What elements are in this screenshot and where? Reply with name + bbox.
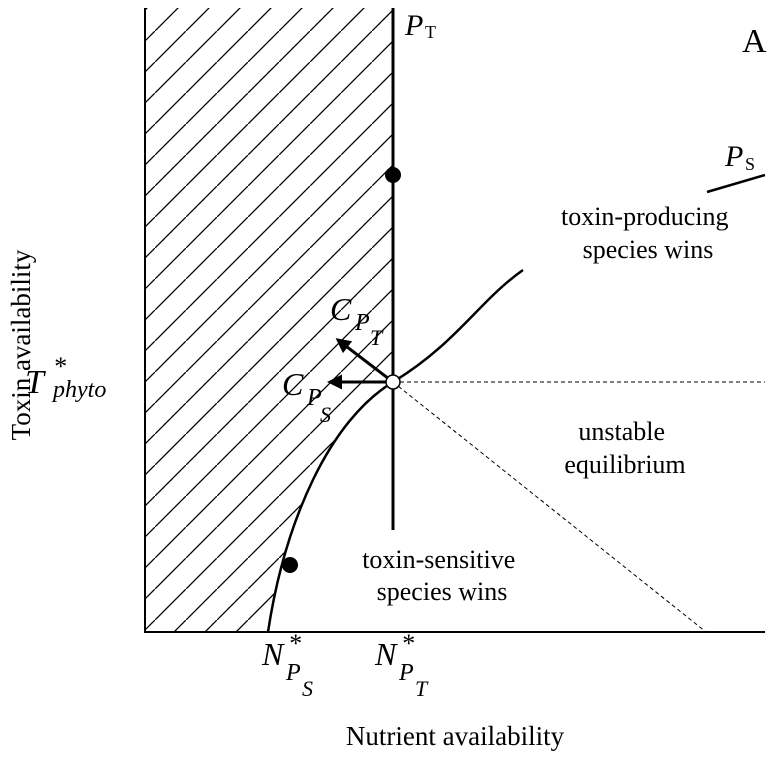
sub: phyto (51, 377, 106, 403)
equilibrium-point (385, 374, 401, 390)
ps-legend-line (706, 173, 766, 194)
subsub: S (302, 676, 313, 701)
subsub: T (415, 676, 429, 701)
subsub: T (370, 325, 384, 350)
base: P (724, 140, 743, 173)
base: P (404, 9, 423, 42)
y-mark: T * phyto (25, 352, 106, 403)
line: toxin-producing (561, 202, 729, 231)
sup: * (53, 352, 66, 381)
curve-label: PT (404, 9, 436, 42)
sub: S (745, 154, 755, 174)
region-label: toxin-producing species wins (561, 202, 735, 264)
region-label: toxin-sensitive species wins (362, 545, 522, 606)
ps-isocline (266, 268, 524, 633)
line: species wins (583, 235, 714, 264)
base: T (25, 364, 46, 401)
point (385, 167, 401, 183)
panel-label: A (742, 23, 767, 60)
dashed-line (392, 381, 707, 633)
y-axis-label: Toxin availability (6, 249, 36, 440)
base: C (282, 366, 304, 402)
line: toxin-sensitive (362, 545, 515, 574)
line: unstable (578, 417, 665, 446)
point (282, 557, 298, 573)
arrow (335, 338, 394, 384)
sub: P (306, 385, 322, 411)
sub: T (425, 22, 436, 42)
sub: P (398, 660, 414, 686)
x-mark: N * PS (261, 629, 313, 701)
region-label: unstable equilibrium (564, 417, 685, 479)
base: C (330, 291, 352, 327)
base: N (374, 636, 398, 672)
subsub: S (320, 402, 331, 427)
sub: P (285, 660, 301, 686)
line: species wins (377, 577, 508, 606)
base: N (261, 636, 285, 672)
line: equilibrium (564, 450, 685, 479)
sup: * (401, 629, 414, 658)
sub: P (354, 310, 370, 336)
curve-label: PS (724, 140, 755, 174)
x-mark: N * PT (374, 629, 429, 701)
x-axis-label: Nutrient availability (346, 721, 565, 751)
sup: * (288, 629, 301, 658)
vector-label: C PT (330, 291, 384, 350)
